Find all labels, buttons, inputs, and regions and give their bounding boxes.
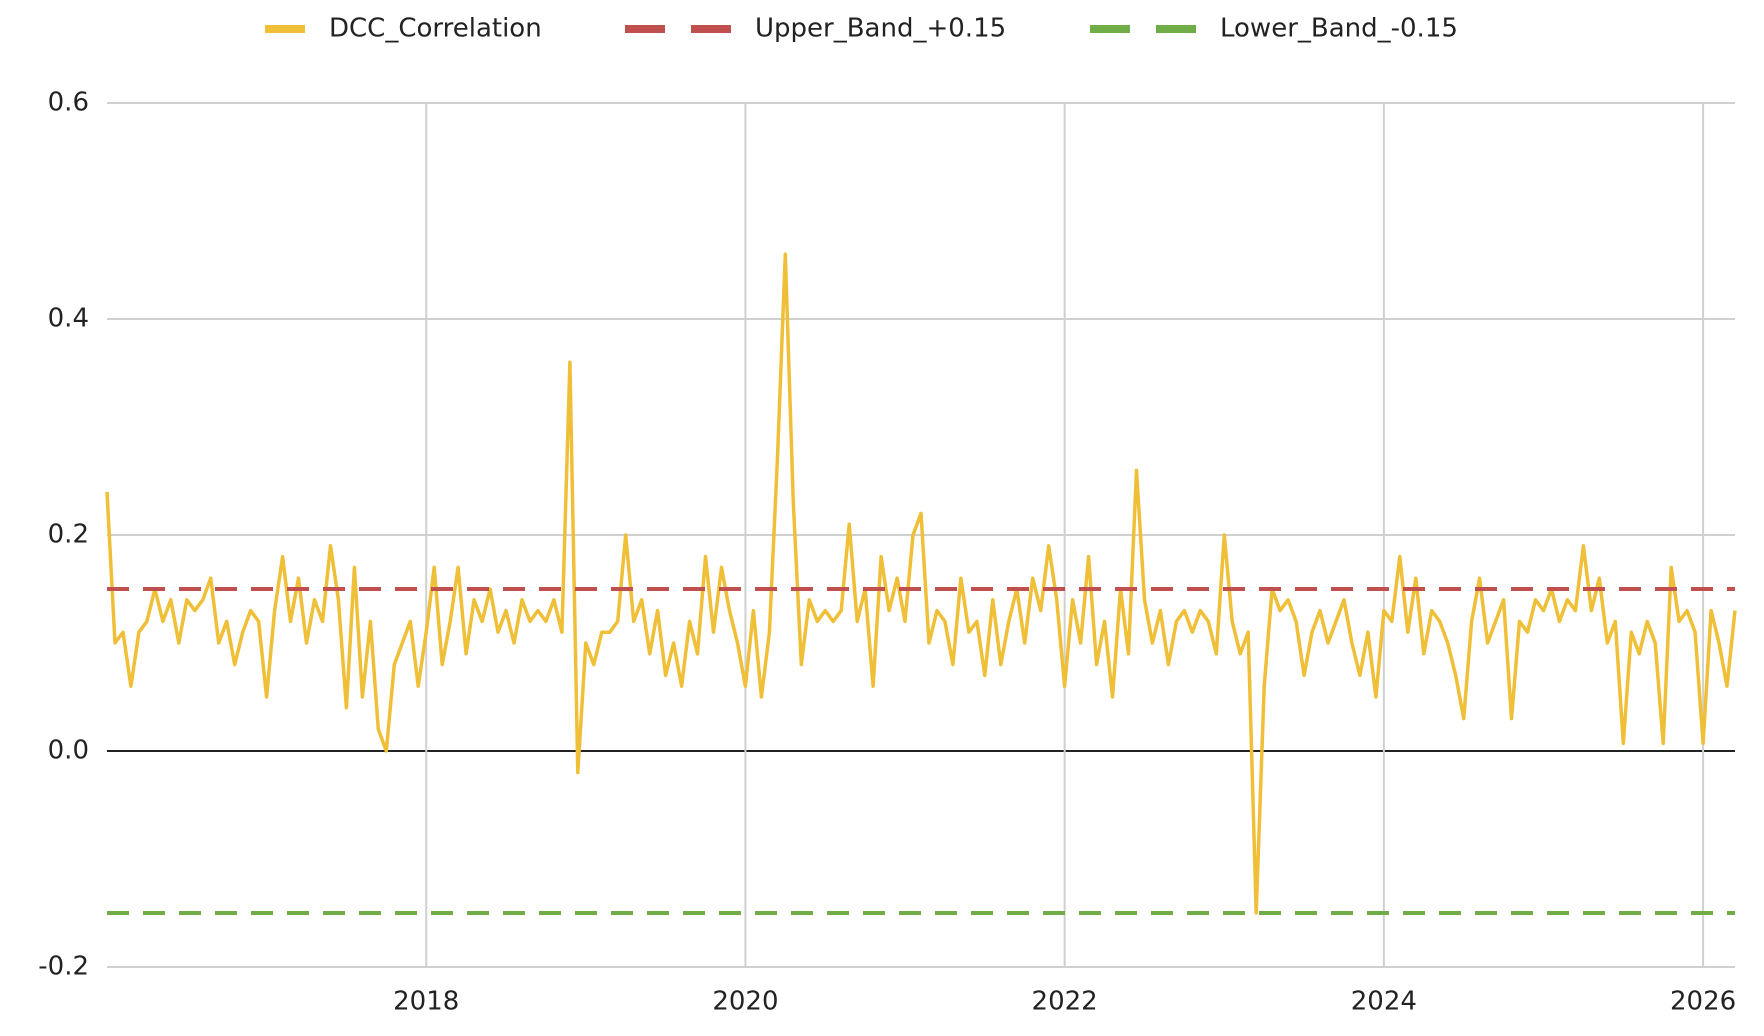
y-tick-label: 0.6	[48, 88, 89, 118]
x-tick-label: 2026	[1670, 987, 1736, 1017]
y-tick-label: 0.0	[48, 736, 89, 766]
y-tick-label: 0.4	[48, 304, 89, 334]
legend-label: Upper_Band_+0.15	[755, 14, 1006, 44]
x-tick-label: 2018	[393, 987, 459, 1017]
y-tick-label: -0.2	[38, 952, 89, 982]
legend-label: Lower_Band_-0.15	[1220, 14, 1458, 44]
x-tick-label: 2024	[1351, 987, 1417, 1017]
x-tick-label: 2022	[1032, 987, 1098, 1017]
x-tick-label: 2020	[712, 987, 778, 1017]
legend-label: DCC_Correlation	[329, 14, 542, 44]
series-line	[105, 252, 1737, 915]
y-tick-label: 0.2	[48, 520, 89, 550]
